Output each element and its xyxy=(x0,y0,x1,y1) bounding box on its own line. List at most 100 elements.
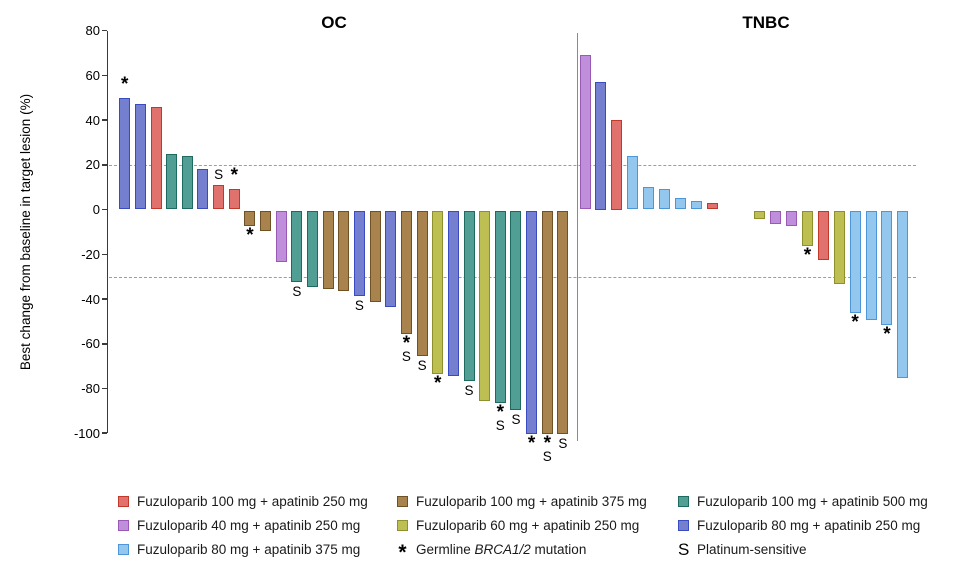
germline-brca-marker: * xyxy=(883,323,891,345)
legend-label: Fuzuloparib 100 mg + apatinib 250 mg xyxy=(137,493,368,509)
bar-oc-3 xyxy=(150,106,162,210)
bar-oc-10 xyxy=(260,210,272,231)
legend-column-1: Fuzuloparib 100 mg + apatinib 250 mg Fuzu… xyxy=(118,489,368,561)
legend-swatch-fz100_ap375 xyxy=(397,495,408,507)
y-tick-label: 0 xyxy=(92,202,100,217)
bar-oc-1 xyxy=(119,97,131,210)
platinum-sensitive-legend-symbol: S xyxy=(678,539,690,559)
y-tick-mark xyxy=(101,387,107,390)
y-tick-mark xyxy=(101,74,107,76)
platinum-sensitive-marker: S xyxy=(214,166,224,182)
germline-brca-marker: * xyxy=(402,332,411,354)
bar-oc-20 xyxy=(416,210,428,356)
bar-oc-16 xyxy=(353,210,365,296)
germline-brca-legend-symbol: * xyxy=(398,541,407,564)
y-tick-label: -20 xyxy=(81,246,100,262)
gene-name-italic: BRCA1/2 xyxy=(474,541,531,557)
panel-title-tnbc: TNBC xyxy=(742,13,790,32)
bar-oc-22 xyxy=(447,210,459,376)
y-tick-mark xyxy=(101,343,107,345)
y-tick-mark xyxy=(101,298,107,300)
bar-tnbc-13 xyxy=(770,210,782,224)
platinum-sensitive-marker: S xyxy=(417,357,427,373)
bar-oc-9 xyxy=(244,210,256,227)
y-tick-label: 60 xyxy=(85,67,100,83)
y-tick-mark xyxy=(101,253,107,255)
legend-item: Fuzuloparib 60 mg + apatinib 250 mg xyxy=(397,513,647,537)
y-axis-label: Best change from baseline in target lesi… xyxy=(18,93,33,371)
germline-brca-marker: * xyxy=(246,225,254,247)
bar-tnbc-5 xyxy=(643,187,655,210)
bar-oc-26 xyxy=(510,210,522,410)
legend-swatch-fz80_ap375 xyxy=(118,543,129,555)
bar-tnbc-7 xyxy=(674,198,686,210)
legend-swatch-fz80_ap250 xyxy=(678,519,689,531)
legend-item: Fuzuloparib 40 mg + apatinib 250 mg xyxy=(118,513,368,537)
legend-label: Fuzuloparib 100 mg + apatinib 500 mg xyxy=(697,493,928,509)
bar-oc-4 xyxy=(166,153,178,210)
germline-brca-marker: * xyxy=(496,401,504,423)
y-tick-mark xyxy=(101,208,107,211)
bar-oc-7 xyxy=(213,184,225,210)
bar-tnbc-6 xyxy=(659,189,670,210)
panel-divider xyxy=(576,33,578,441)
legend-item: S Platinum-sensitive xyxy=(678,537,928,561)
bar-tnbc-4 xyxy=(627,155,639,210)
legend-item: Fuzuloparib 80 mg + apatinib 250 mg xyxy=(678,513,928,537)
platinum-sensitive-marker: S xyxy=(464,382,474,398)
bar-tnbc-16 xyxy=(817,210,829,260)
bar-tnbc-9 xyxy=(706,202,718,210)
legend-label: Fuzuloparib 40 mg + apatinib 250 mg xyxy=(137,517,361,533)
germline-brca-marker: * xyxy=(851,312,859,334)
bar-oc-29 xyxy=(557,210,569,435)
legend-label: Fuzuloparib 100 mg + apatinib 375 mg xyxy=(416,493,647,509)
legend-label: Fuzuloparib 80 mg + apatinib 375 mg xyxy=(137,541,361,557)
platinum-sensitive-marker: S xyxy=(558,436,568,452)
y-tick-mark xyxy=(101,29,107,32)
bar-oc-21 xyxy=(432,210,444,374)
y-axis-line xyxy=(106,30,108,434)
bar-oc-8 xyxy=(228,189,240,210)
bar-tnbc-14 xyxy=(786,210,798,227)
germline-brca-marker: * xyxy=(120,73,129,95)
bar-oc-17 xyxy=(369,210,381,303)
bar-oc-13 xyxy=(307,210,318,287)
platinum-sensitive-marker: S xyxy=(511,411,521,427)
bar-oc-28 xyxy=(541,210,553,435)
germline-brca-marker: * xyxy=(433,372,442,394)
y-tick-label: 80 xyxy=(85,23,100,39)
bar-oc-19 xyxy=(400,210,412,334)
bar-tnbc-8 xyxy=(690,200,702,210)
bar-oc-27 xyxy=(526,210,538,435)
bar-oc-24 xyxy=(479,210,491,401)
platinum-sensitive-marker: S xyxy=(495,417,505,433)
bar-tnbc-3 xyxy=(611,120,623,210)
legend-column-2: Fuzuloparib 100 mg + apatinib 375 mg Fuzu… xyxy=(397,489,647,564)
germline-brca-marker: * xyxy=(543,433,551,455)
legend-item: Fuzuloparib 100 mg + apatinib 250 mg xyxy=(118,489,368,513)
legend-swatch-fz60_ap250 xyxy=(397,519,408,531)
legend-item: * Germline BRCA1/2 mutation xyxy=(397,537,647,564)
y-tick-mark xyxy=(101,164,107,166)
y-tick-mark xyxy=(101,119,107,121)
bar-tnbc-20 xyxy=(881,210,893,325)
bar-tnbc-15 xyxy=(802,210,813,247)
germline-brca-marker: * xyxy=(230,165,238,187)
legend-label: Fuzuloparib 80 mg + apatinib 250 mg xyxy=(697,517,921,533)
bar-tnbc-21 xyxy=(897,210,909,379)
bar-tnbc-2 xyxy=(595,82,607,210)
bar-oc-15 xyxy=(338,210,350,291)
bar-tnbc-19 xyxy=(865,210,877,321)
bar-oc-14 xyxy=(322,210,334,289)
y-tick-label: -100 xyxy=(73,425,100,441)
platinum-sensitive-marker: S xyxy=(542,449,552,465)
bar-oc-23 xyxy=(463,210,475,381)
bar-tnbc-12 xyxy=(754,210,766,220)
bar-oc-6 xyxy=(197,169,209,210)
germline-brca-marker: * xyxy=(527,433,536,455)
bar-oc-25 xyxy=(494,210,506,403)
legend-item: Fuzuloparib 100 mg + apatinib 500 mg xyxy=(678,489,928,513)
bar-oc-5 xyxy=(181,155,193,210)
platinum-sensitive-marker: S xyxy=(354,297,364,313)
bar-tnbc-17 xyxy=(833,210,845,285)
